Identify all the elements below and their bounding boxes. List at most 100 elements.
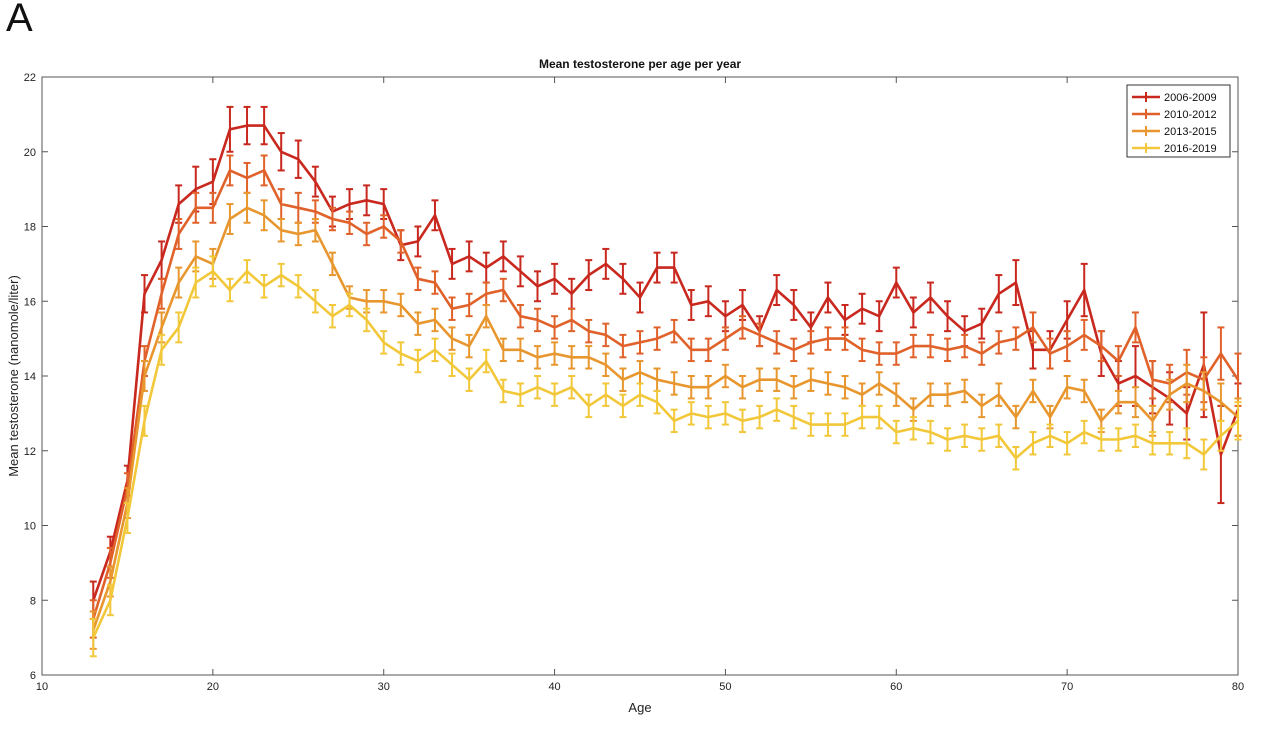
data-point — [433, 214, 437, 217]
legend-label: 2016-2019 — [1164, 143, 1217, 155]
data-point — [1185, 382, 1188, 385]
data-point — [621, 378, 625, 381]
x-tick-label: 70 — [1061, 681, 1073, 693]
data-point — [621, 404, 625, 408]
x-tick-label: 80 — [1232, 681, 1244, 693]
data-point — [348, 303, 351, 307]
data-point — [416, 359, 420, 363]
data-point — [826, 296, 830, 299]
data-point — [502, 255, 505, 258]
data-point — [331, 262, 334, 266]
data-point — [826, 382, 830, 385]
data-point — [280, 229, 283, 232]
data-point — [1151, 378, 1154, 381]
data-point — [843, 386, 847, 389]
data-point — [280, 150, 283, 153]
data-point — [1168, 393, 1171, 396]
data-point — [707, 386, 710, 389]
data-point — [1151, 419, 1154, 423]
data-point — [280, 202, 283, 206]
data-point — [895, 430, 898, 434]
data-point — [604, 393, 608, 396]
data-point — [485, 292, 488, 295]
y-tick-label: 18 — [24, 222, 36, 234]
data-point — [1100, 438, 1103, 441]
y-axis-label: Mean testosterone (nanomole/liter) — [6, 275, 21, 477]
y-tick-label: 6 — [30, 670, 36, 682]
data-point — [177, 202, 180, 206]
data-point — [228, 169, 232, 172]
data-point — [1031, 442, 1035, 445]
y-tick-label: 14 — [24, 371, 36, 383]
data-point — [672, 382, 676, 385]
data-point — [399, 303, 402, 307]
data-point — [638, 393, 642, 396]
data-point — [1065, 442, 1069, 445]
data-point — [399, 352, 402, 355]
data-point — [946, 315, 949, 318]
data-point — [297, 206, 300, 210]
data-point — [519, 393, 522, 396]
data-point — [245, 124, 249, 127]
y-tick-label: 12 — [24, 446, 36, 458]
data-point — [1065, 344, 1069, 348]
data-point — [792, 303, 795, 307]
data-point — [382, 300, 385, 303]
data-point — [912, 427, 915, 430]
data-point — [433, 348, 437, 352]
data-point — [997, 393, 1000, 396]
data-point — [587, 273, 590, 277]
data-point — [228, 288, 232, 292]
data-point — [724, 374, 727, 378]
data-point — [1014, 457, 1018, 460]
data-point — [262, 285, 266, 288]
data-point — [655, 266, 659, 269]
data-point — [570, 356, 573, 359]
data-point — [809, 423, 813, 426]
data-point — [672, 329, 676, 333]
data-point — [143, 374, 146, 378]
data-point — [860, 307, 864, 310]
data-point — [109, 561, 112, 565]
data-point — [1083, 389, 1086, 393]
data-point — [262, 169, 266, 172]
data-point — [467, 255, 471, 258]
series-line — [92, 206, 1239, 631]
data-point — [467, 303, 471, 307]
data-point — [895, 393, 898, 396]
data-point — [416, 322, 420, 325]
data-point — [587, 356, 590, 359]
data-point — [365, 232, 368, 236]
data-point — [809, 341, 813, 344]
chart-title: Mean testosterone per age per year — [539, 57, 741, 71]
data-point — [843, 337, 847, 340]
data-point — [536, 356, 539, 359]
data-point — [997, 292, 1000, 295]
data-point — [553, 393, 556, 396]
data-point — [604, 333, 608, 337]
data-point — [1185, 412, 1188, 415]
data-point — [775, 288, 778, 292]
data-point — [707, 348, 710, 352]
data-point — [758, 415, 761, 419]
x-axis-label: Age — [628, 700, 651, 715]
data-point — [109, 580, 112, 583]
data-point — [724, 337, 727, 340]
data-point — [1219, 400, 1223, 404]
data-point — [194, 255, 197, 258]
data-point — [1014, 281, 1018, 284]
data-point — [980, 404, 983, 408]
data-point — [433, 318, 437, 322]
data-point — [536, 386, 539, 389]
data-point — [348, 202, 351, 206]
data-point — [467, 344, 471, 348]
data-point — [587, 329, 590, 333]
data-point — [211, 206, 215, 210]
legend-label: 2010-2012 — [1164, 109, 1217, 121]
data-point — [280, 273, 283, 277]
data-point — [758, 333, 761, 337]
data-point — [1048, 352, 1052, 355]
data-point — [792, 415, 795, 419]
data-point — [775, 378, 778, 381]
data-point — [1100, 419, 1103, 423]
